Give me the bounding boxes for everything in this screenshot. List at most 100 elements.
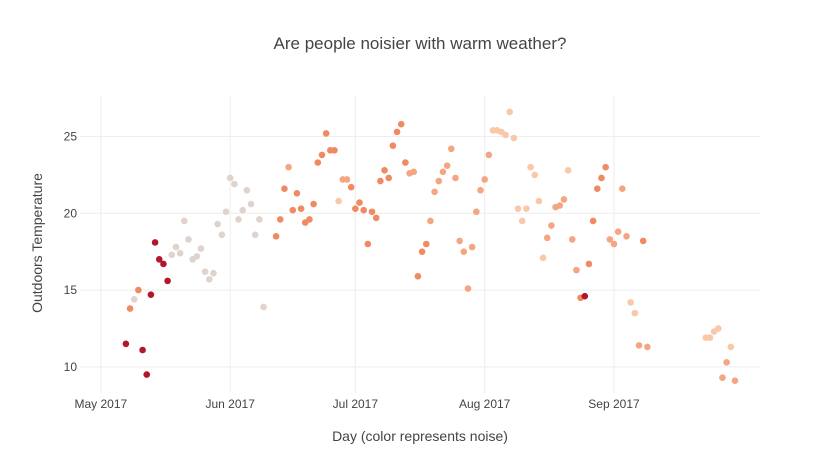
y-axis-title: Outdoors Temperature [29,173,45,313]
data-point [372,214,380,222]
data-point [206,276,213,283]
y-tick-label: 10 [64,360,78,374]
data-point [247,200,255,208]
data-point [201,268,209,275]
data-point [639,237,647,245]
data-point [122,340,130,348]
data-point [139,346,146,354]
data-point [594,185,601,193]
data-point [235,216,242,223]
data-point [473,208,480,216]
data-point [226,174,234,182]
data-point [347,183,355,191]
data-point [160,260,167,268]
data-point [514,205,522,212]
data-point [260,303,267,311]
data-point [510,134,518,142]
data-point [285,163,292,171]
data-point [218,231,226,239]
data-point [714,325,722,332]
data-point [397,120,405,128]
data-point [214,220,221,228]
data-point [619,185,626,193]
data-point [560,196,568,203]
data-point [468,243,476,251]
data-point [243,186,251,194]
data-point [477,186,484,194]
data-point [431,188,438,196]
data-point [364,240,372,248]
data-point [256,216,263,223]
data-point [155,256,163,263]
data-point [352,205,359,212]
data-point [581,292,589,300]
data-point [151,239,159,246]
data-point [385,174,393,182]
data-point [727,343,735,351]
data-point [193,252,201,260]
y-tick-label: 20 [64,206,78,220]
data-point [176,249,184,257]
data-points [122,108,739,385]
data-point [527,163,534,171]
x-axis-title: Day (color represents noise) [332,428,508,444]
data-point [564,166,572,174]
data-point [239,206,246,214]
data-point [402,159,409,166]
data-point [573,266,580,274]
data-point [456,237,463,245]
data-point [360,206,367,214]
data-point [731,377,739,385]
data-point [427,217,434,225]
data-point [481,176,488,183]
data-point [627,299,634,306]
data-point [523,205,530,212]
data-point [130,295,138,303]
data-point [197,245,205,252]
data-point [414,272,422,280]
data-point [147,291,155,298]
x-tick-label: Jun 2017 [205,397,255,411]
data-point [502,131,509,139]
data-point [568,236,576,243]
data-point [464,285,472,292]
data-point [610,240,618,248]
data-point [598,174,605,182]
data-point [293,190,301,197]
data-point [635,342,643,349]
data-point [381,166,388,174]
data-point [126,305,134,312]
x-tick-label: Aug 2017 [459,397,511,411]
data-point [602,163,609,171]
data-point [518,217,526,225]
chart-title: Are people noisier with warm weather? [274,34,567,53]
data-point [606,236,614,243]
data-point [535,197,543,205]
data-point [377,177,384,185]
data-point [706,334,714,342]
data-point [281,185,288,193]
data-point [418,248,426,255]
data-point [452,174,459,182]
data-point [439,168,447,176]
grid [80,95,760,393]
x-tick-label: Sep 2017 [588,397,640,411]
data-point [506,108,513,116]
data-point [172,243,180,251]
data-point [314,159,322,166]
data-point [447,145,455,153]
data-point [368,208,376,216]
data-point [185,236,192,243]
data-point [556,202,564,209]
data-point [331,146,338,154]
data-point [585,260,593,268]
data-point [389,142,397,149]
data-point [272,233,280,240]
data-point [164,277,171,285]
data-point [623,233,630,240]
data-point [543,234,551,242]
data-point [297,205,305,212]
data-point [222,208,230,216]
data-point [531,171,539,179]
data-point [443,162,451,169]
